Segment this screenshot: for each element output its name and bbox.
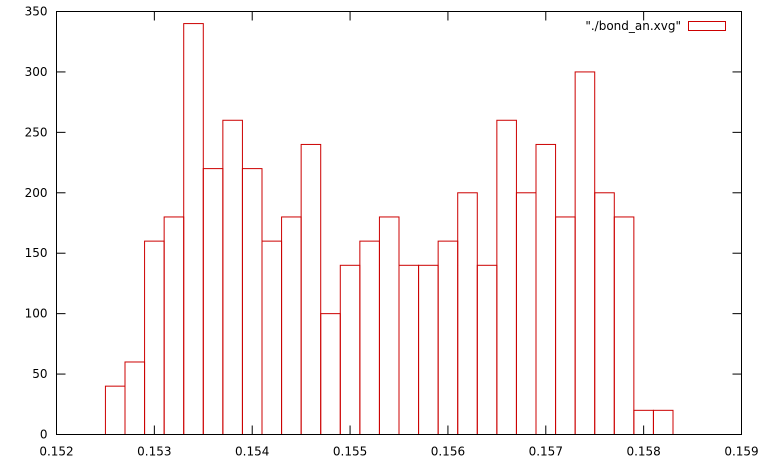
x-tick-label: 0.152 <box>39 445 73 459</box>
histogram-bar <box>574 71 596 436</box>
histogram-bar <box>300 143 322 435</box>
histogram-bar <box>652 409 674 436</box>
histogram-bar <box>378 216 400 435</box>
histogram-bar <box>359 240 380 435</box>
histogram-bar <box>535 143 557 435</box>
x-tick-label: 0.157 <box>529 445 563 459</box>
histogram-bar <box>418 264 439 435</box>
y-tick-label: 0 <box>40 428 48 442</box>
x-tick-label: 0.158 <box>626 445 660 459</box>
y-tick-label: 250 <box>25 125 48 139</box>
histogram-bar <box>339 264 361 435</box>
histogram-bar <box>457 192 478 435</box>
histogram-bar <box>613 216 635 435</box>
legend-label: "./bond_an.xvg" <box>585 19 681 33</box>
labels-layer: 0 50 100 150 200 250 300 350 0.152 0.153 0.154 0.15… <box>25 5 759 459</box>
histogram-bar <box>555 216 576 435</box>
histogram-bar <box>163 216 185 435</box>
histogram-bar <box>261 240 283 435</box>
histogram-bar <box>476 264 498 435</box>
y-tick-label: 350 <box>25 5 48 19</box>
histogram-bar <box>594 192 615 435</box>
bars-layer <box>104 23 674 436</box>
x-tick-label: 0.153 <box>137 445 171 459</box>
y-tick-label: 50 <box>32 367 47 381</box>
y-tick-label: 300 <box>25 65 48 79</box>
plot-frame <box>56 11 742 435</box>
histogram-bar <box>104 385 126 435</box>
legend-swatch <box>688 21 726 31</box>
histogram-bar <box>124 361 146 435</box>
histogram-bar <box>183 23 204 435</box>
histogram-bar <box>202 168 224 435</box>
x-tick-label: 0.156 <box>431 445 465 459</box>
legend: "./bond_an.xvg" <box>585 19 726 33</box>
x-tick-label: 0.155 <box>333 445 367 459</box>
histogram-bar <box>515 192 537 435</box>
histogram-bar <box>398 264 420 435</box>
histogram-bar <box>437 240 459 435</box>
histogram-bar <box>241 168 263 435</box>
histogram-bar <box>320 313 341 435</box>
y-tick-label: 150 <box>25 246 48 260</box>
histogram-bar <box>281 216 302 435</box>
histogram-bar <box>144 240 165 435</box>
x-tick-label: 0.159 <box>724 445 758 459</box>
histogram-bar <box>222 119 243 436</box>
y-tick-label: 100 <box>25 307 48 321</box>
y-tick-label: 200 <box>25 186 48 200</box>
x-tick-label: 0.154 <box>235 445 269 459</box>
histogram-bar <box>496 119 517 436</box>
